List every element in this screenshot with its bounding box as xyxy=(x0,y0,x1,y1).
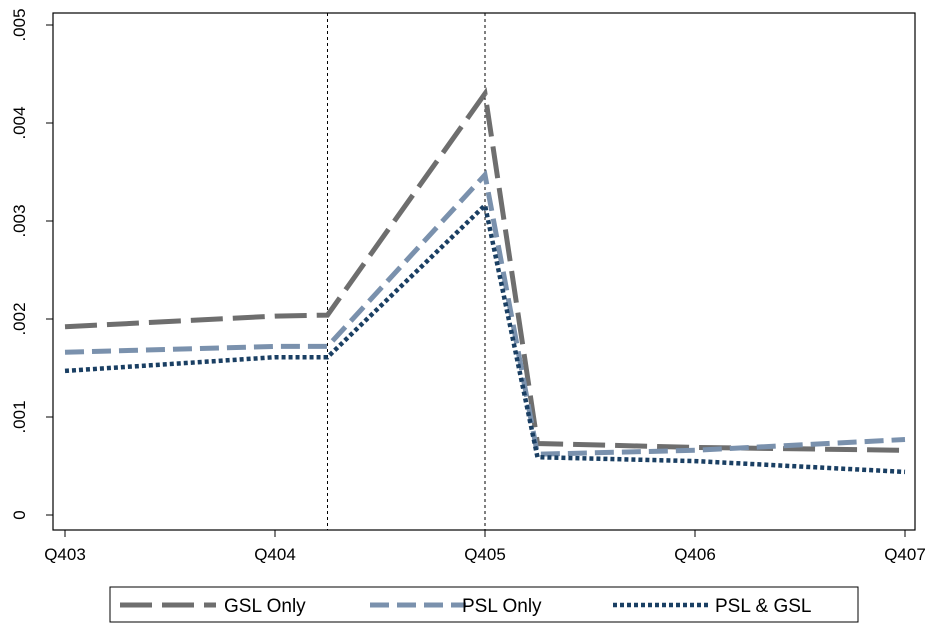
y-tick-label: .004 xyxy=(10,106,29,139)
legend-label: PSL & GSL xyxy=(715,596,811,617)
x-tick-label: Q405 xyxy=(464,545,506,564)
y-tick-label: .005 xyxy=(10,8,29,41)
series-line xyxy=(64,200,906,475)
reference-lines xyxy=(327,13,486,530)
x-tick-label: Q406 xyxy=(674,545,716,564)
y-tick-label: 0 xyxy=(10,510,29,519)
legend-label: GSL Only xyxy=(224,596,306,617)
y-axis: 0 .001 .002 .003 .004 .005 xyxy=(10,8,53,520)
y-tick-label: .002 xyxy=(10,302,29,335)
series-line xyxy=(64,169,906,457)
series-line xyxy=(64,87,906,453)
x-tick-label: Q407 xyxy=(884,545,926,564)
series-lines xyxy=(64,87,906,475)
y-tick-label: .001 xyxy=(10,400,29,433)
legend-box xyxy=(109,586,859,623)
plot-frame xyxy=(52,12,916,531)
legend: GSL Only PSL Only PSL & GSL xyxy=(109,586,859,623)
y-tick-label: .003 xyxy=(10,204,29,237)
legend-label: PSL Only xyxy=(462,596,542,617)
x-tick-label: Q403 xyxy=(44,545,86,564)
x-axis: Q403 Q404 Q405 Q406 Q407 xyxy=(44,530,926,564)
x-tick-label: Q404 xyxy=(254,545,296,564)
